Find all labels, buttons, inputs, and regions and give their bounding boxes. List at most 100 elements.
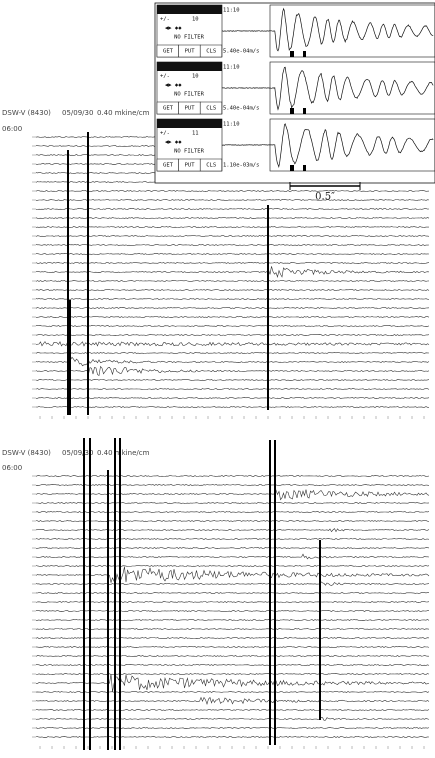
ui-button-label: PUT [185,49,196,55]
gain-value: 10 [192,17,199,23]
panels: DSW-V (8430) 05/09/30 0.40 mkine/cm06:00DS… [2,109,430,750]
ui-button[interactable] [199,101,223,115]
gain-value: 10 [192,74,199,80]
trace [35,716,430,721]
trace [35,341,430,347]
station-label: DSW-V (8430) [2,109,51,117]
scale-label: 0.40 mkine/cm [97,109,150,117]
ui-button[interactable] [199,44,223,58]
trace [35,307,430,309]
trace [35,646,430,648]
sign-label: +/- [160,17,170,23]
channel: 11:10 +/- 10 ◀▶ ◆◆ NO FILTER GET PUT CLS 5.40e-0… [156,4,435,58]
inset: 11:10 +/- 10 ◀▶ ◆◆ NO FILTER GET PUT CLS 5.40e-0… [154,2,435,203]
waveform [221,123,434,169]
start-time-label: 06:00 [2,125,22,133]
trace [35,565,430,567]
channel-header [157,5,222,14]
trace [36,619,430,621]
filter-label: NO FILTER [174,92,204,98]
trace [35,266,430,278]
trace [35,262,430,264]
ui-button[interactable] [199,158,223,172]
pick-marker [303,51,306,57]
trace [35,325,430,327]
arrow-controls: ◀▶ ◆◆ [165,140,182,146]
trace [35,489,430,501]
filter-label: NO FILTER [174,35,204,41]
pick-marker [290,165,294,171]
ui-button-label: PUT [185,106,196,112]
trace [35,581,430,586]
trace [35,736,430,738]
trace [35,520,430,522]
trace [35,244,430,246]
waveform [221,7,434,52]
trace [35,217,430,219]
ui-button-label: PUT [185,163,196,169]
trace [35,511,430,513]
date-label: 05/09/30 [62,449,93,457]
channel-time: 11:10 [223,65,240,71]
pick-marker [290,51,294,57]
ui-button-label: CLS [206,49,216,55]
trace [35,566,430,584]
start-time-label: 06:00 [2,464,22,472]
trace [35,475,430,477]
pick-marker [303,108,306,114]
trace [35,365,430,376]
trace [36,673,430,675]
ui-button-label: GET [163,163,174,169]
pick-marker [290,108,294,114]
trace [35,655,429,657]
trace [35,484,430,486]
channel-time: 11:10 [223,122,240,128]
scale-label: 0.40 mkine/cm [97,449,150,457]
trace [36,709,430,711]
waveform [222,66,434,111]
trace [35,190,430,192]
trace [35,610,429,612]
ui-button-label: CLS [206,106,216,112]
trace [35,637,430,639]
ui-button-label: GET [163,106,174,112]
trace [35,298,430,300]
amplitude-label: 5.40e-04m/s [223,106,259,112]
trace [35,691,430,693]
trace [35,538,430,540]
trace [35,253,430,255]
trace [35,352,430,354]
channel: 11:10 +/- 11 ◀▶ ◆◆ NO FILTER GET PUT CLS 1.10e-0… [156,118,435,172]
trace [35,388,430,390]
ui-button-label: CLS [206,163,216,169]
channel: 11:10 +/- 10 ◀▶ ◆◆ NO FILTER GET PUT CLS 5.40e-0… [156,61,435,115]
trace [35,208,430,210]
gain-value: 11 [192,131,199,137]
sign-label: +/- [160,74,170,80]
trace [35,406,429,408]
amplitude-label: 1.10e-03m/s [223,163,259,169]
trace [35,727,430,729]
trace [35,628,430,630]
trace [35,553,430,560]
amplitude-label: 5.40e-04m/s [223,49,259,55]
trace [35,379,430,381]
trace [36,502,430,504]
channel-header [157,62,222,71]
trace [35,280,430,282]
panel: DSW-V (8430) 05/09/30 0.40 mkine/cm 06:00 [2,438,430,750]
trace [35,356,430,367]
trace [35,592,429,594]
trace [35,289,430,291]
trace [36,397,430,399]
arrow-controls: ◀▶ ◆◆ [165,83,182,89]
trace [35,664,430,666]
trace [36,199,430,201]
arrow-controls: ◀▶ ◆◆ [165,26,182,32]
trace [35,334,430,336]
filter-label: NO FILTER [174,149,204,155]
trace [35,696,430,705]
trace [35,528,430,533]
